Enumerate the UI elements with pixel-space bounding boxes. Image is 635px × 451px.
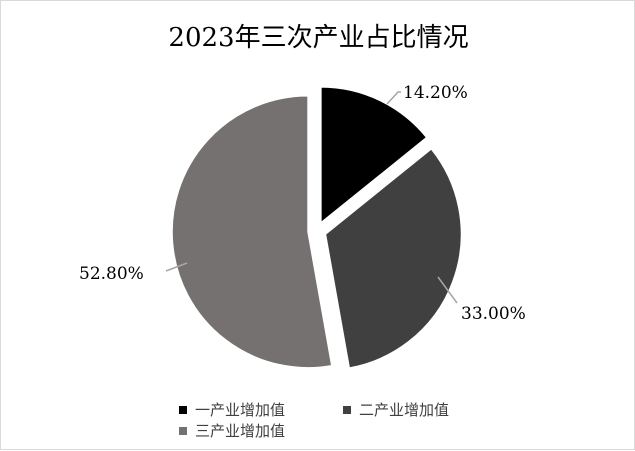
pie-slice-primary bbox=[320, 86, 428, 225]
data-labels: 14.20% 33.00% 52.80% bbox=[79, 83, 526, 324]
leader-line-tertiary bbox=[165, 262, 188, 272]
data-label-secondary: 33.00% bbox=[461, 304, 526, 324]
pie-slice-secondary bbox=[324, 147, 463, 369]
leader-line-primary bbox=[386, 91, 401, 105]
leader-line-secondary bbox=[437, 276, 458, 304]
leader-lines bbox=[165, 91, 458, 304]
data-label-tertiary: 52.80% bbox=[79, 264, 144, 284]
data-label-primary: 14.20% bbox=[403, 83, 468, 103]
chart-title: 2023年三次产业占比情况 bbox=[168, 23, 469, 53]
pie-slices bbox=[171, 86, 463, 369]
pie-slice-tertiary bbox=[171, 95, 333, 369]
